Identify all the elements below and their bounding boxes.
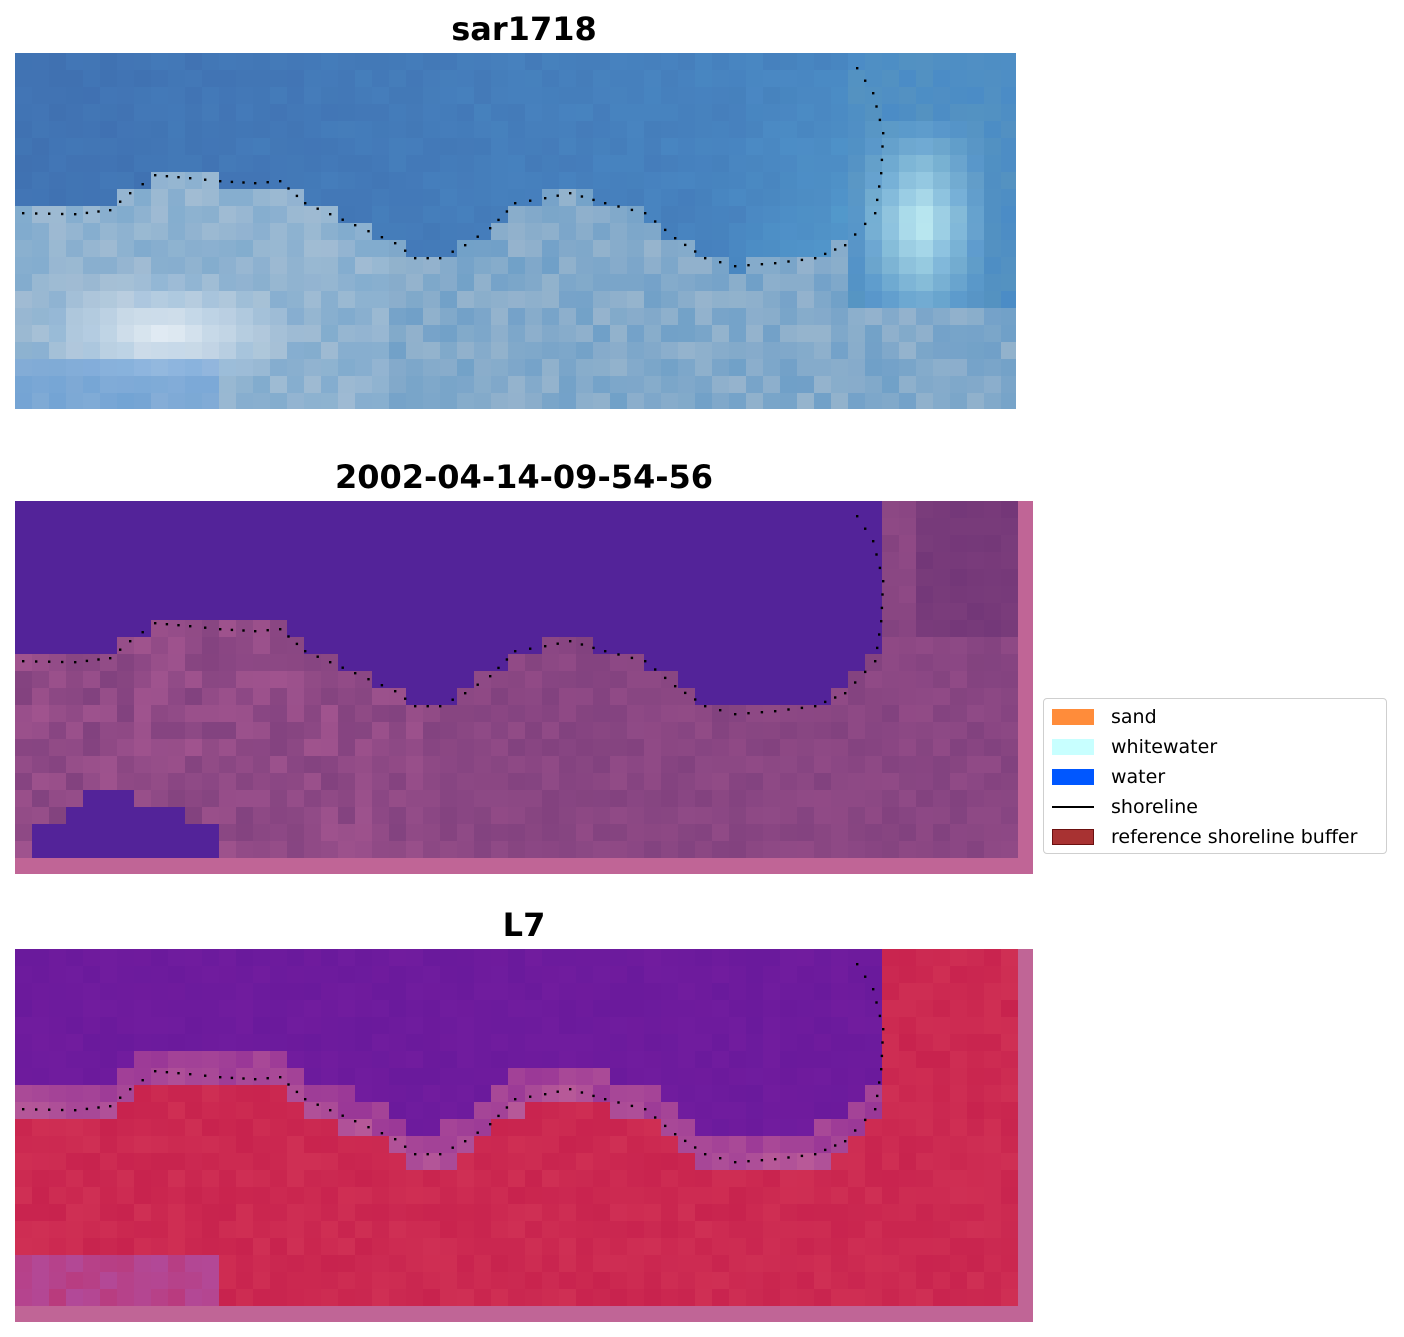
legend-label: sand	[1111, 706, 1157, 728]
legend-item-water: water	[1052, 766, 1166, 788]
legend-label: whitewater	[1111, 736, 1218, 758]
index-image	[15, 949, 1033, 1322]
panel-title-1: sar1718	[451, 10, 597, 48]
shoreline-points	[22, 963, 885, 1164]
rgb-image	[15, 53, 1016, 409]
shoreline-points	[22, 515, 885, 716]
legend-label: shoreline	[1111, 796, 1198, 818]
panel-title-2: 2002-04-14-09-54-56	[334, 458, 714, 496]
image-panel-rgb	[15, 53, 1016, 409]
sand-swatch	[1052, 709, 1094, 725]
shoreline-points	[22, 67, 885, 268]
legend-label: reference shoreline buffer	[1111, 826, 1358, 848]
shoreline-swatch	[1052, 799, 1094, 815]
legend-item-shoreline: shoreline	[1052, 796, 1198, 818]
legend-item-sand: sand	[1052, 706, 1157, 728]
reference-buffer-swatch	[1052, 829, 1094, 845]
panel-title-3: L7	[502, 906, 546, 944]
whitewater-swatch	[1052, 739, 1094, 755]
image-panel-index	[15, 949, 1033, 1322]
image-panel-classified	[15, 501, 1033, 874]
legend-label: water	[1111, 766, 1166, 788]
classified-image	[15, 501, 1033, 874]
legend-item-reference-buffer: reference shoreline buffer	[1052, 826, 1358, 848]
water-swatch	[1052, 769, 1094, 785]
legend: sand whitewater water shoreline referenc…	[1043, 698, 1387, 854]
legend-item-whitewater: whitewater	[1052, 736, 1218, 758]
